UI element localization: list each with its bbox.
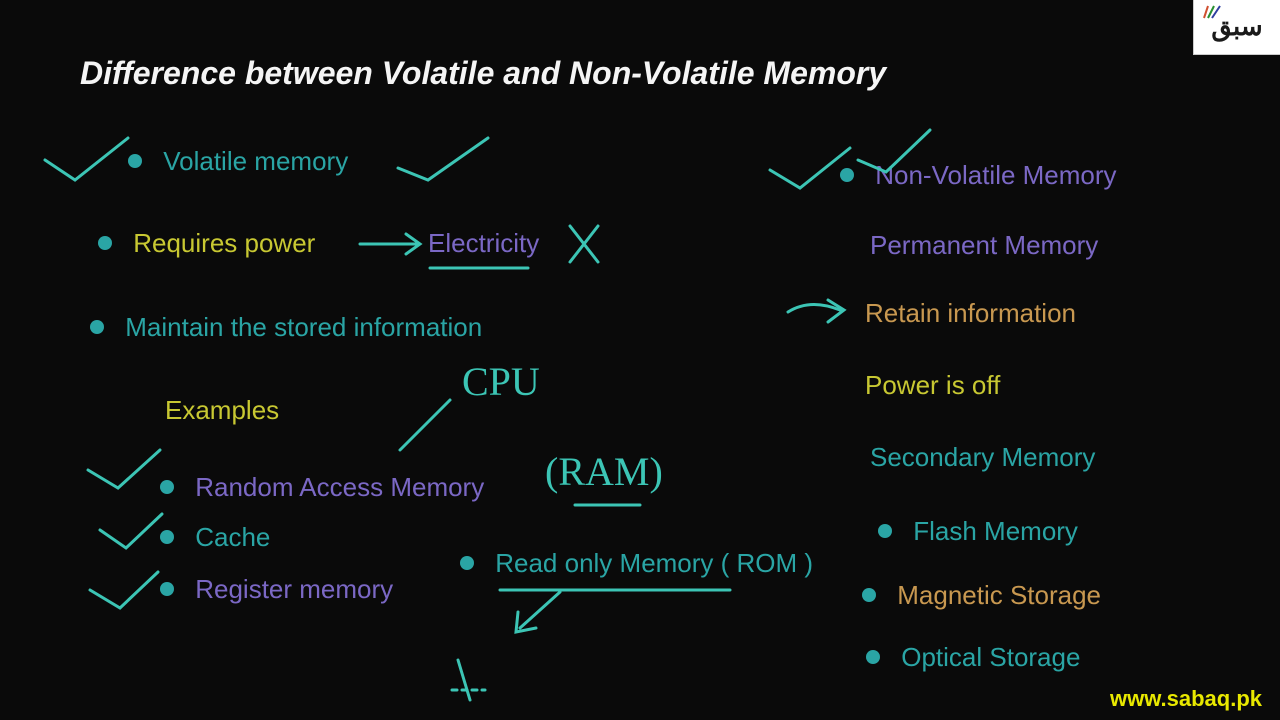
requires-power: Requires power	[98, 228, 315, 259]
label: Random Access Memory	[195, 472, 484, 502]
power-off: Power is off	[865, 370, 1000, 401]
svg-text:CPU: CPU	[462, 359, 540, 404]
bullet-icon	[90, 320, 104, 334]
label: Permanent Memory	[870, 230, 1098, 260]
nonvolatile-heading: Non-Volatile Memory	[840, 160, 1117, 191]
label: Magnetic Storage	[897, 580, 1101, 610]
bullet-icon	[840, 168, 854, 182]
bullet-icon	[878, 524, 892, 538]
bullet-icon	[160, 530, 174, 544]
maintain-info: Maintain the stored information	[90, 312, 482, 343]
bullet-icon	[160, 480, 174, 494]
label: Examples	[165, 395, 279, 425]
label: Read only Memory ( ROM )	[495, 548, 813, 578]
label: Electricity	[428, 228, 539, 258]
label: Non-Volatile Memory	[875, 160, 1116, 190]
logo-box: سبق	[1193, 0, 1280, 55]
bullet-icon	[862, 588, 876, 602]
label: Requires power	[133, 228, 315, 258]
slide-title: Difference between Volatile and Non-Vola…	[80, 55, 886, 92]
slide-canvas: Difference between Volatile and Non-Vola…	[0, 0, 1280, 720]
bullet-icon	[128, 154, 142, 168]
cache-item: Cache	[160, 522, 270, 553]
label: Volatile memory	[163, 146, 348, 176]
examples-label: Examples	[165, 395, 279, 426]
register-item: Register memory	[160, 574, 393, 605]
secondary-memory: Secondary Memory	[870, 442, 1095, 473]
bullet-icon	[866, 650, 880, 664]
label: Power is off	[865, 370, 1000, 400]
svg-text:(RAM): (RAM)	[545, 449, 663, 494]
label: Maintain the stored information	[125, 312, 482, 342]
label: Flash Memory	[913, 516, 1078, 546]
bullet-icon	[98, 236, 112, 250]
label: Secondary Memory	[870, 442, 1095, 472]
electricity-label: Electricity	[428, 228, 539, 259]
permanent-memory: Permanent Memory	[870, 230, 1098, 261]
bullet-icon	[460, 556, 474, 570]
label: Register memory	[195, 574, 393, 604]
label: Optical Storage	[901, 642, 1080, 672]
watermark: www.sabaq.pk	[1110, 686, 1262, 712]
optical-item: Optical Storage	[866, 642, 1080, 673]
bullet-icon	[160, 582, 174, 596]
volatile-heading: Volatile memory	[128, 146, 348, 177]
label: Cache	[195, 522, 270, 552]
rom-item: Read only Memory ( ROM )	[460, 548, 813, 579]
logo-fan-icon	[1202, 4, 1224, 20]
flash-item: Flash Memory	[878, 516, 1078, 547]
ram-item: Random Access Memory	[160, 472, 484, 503]
label: Retain information	[865, 298, 1076, 328]
retain-info: Retain information	[865, 298, 1076, 329]
annotation-layer: CPU (RAM)	[0, 0, 1280, 720]
magnetic-item: Magnetic Storage	[862, 580, 1101, 611]
